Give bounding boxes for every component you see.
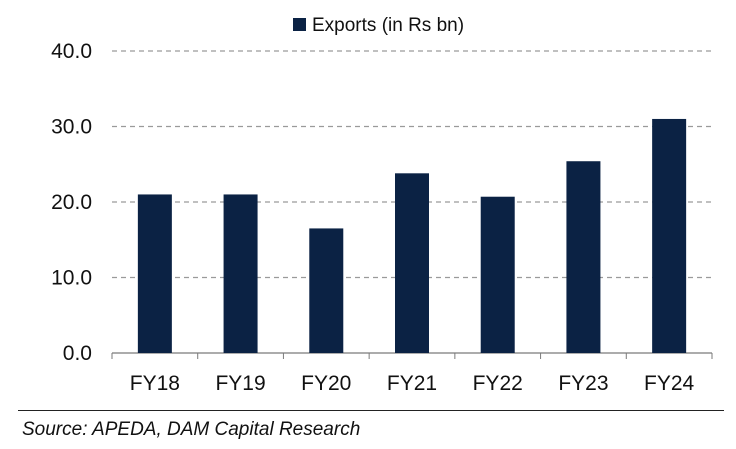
bar [566,161,601,353]
source-divider [18,410,724,411]
bar [395,173,429,353]
bar [137,194,172,353]
x-tick-label: FY22 [473,372,523,395]
y-tick-label: 30.0 [51,116,92,139]
legend-swatch [293,18,306,31]
bar-chart: 0.0 10.0 20.0 30.0 40.0 FY18 FY19 FY20 FY21 FY22 F… [51,15,713,395]
x-tick-label: FY20 [301,372,351,395]
chart-area: 0.0 10.0 20.0 30.0 40.0 FY18 FY19 FY20 FY21 FY22 F… [51,15,713,395]
source-note: Source: APEDA, DAM Capital Research [22,419,361,440]
bar [223,194,258,353]
y-tick-label: 10.0 [51,267,92,290]
y-tick-label: 20.0 [51,191,92,214]
legend: Exports (in Rs bn) [293,15,464,36]
x-tick-label: FY18 [130,372,180,395]
bar [309,228,344,353]
y-tick-label: 0.0 [63,342,92,365]
x-tick-label: FY23 [558,372,608,395]
x-tick-label: FY24 [644,372,695,395]
bar [652,118,687,353]
legend-label: Exports (in Rs bn) [312,15,464,36]
y-tick-label: 40.0 [51,40,92,63]
x-tick-label: FY21 [387,372,437,395]
x-tick-label: FY19 [215,372,265,395]
bar [480,196,515,353]
